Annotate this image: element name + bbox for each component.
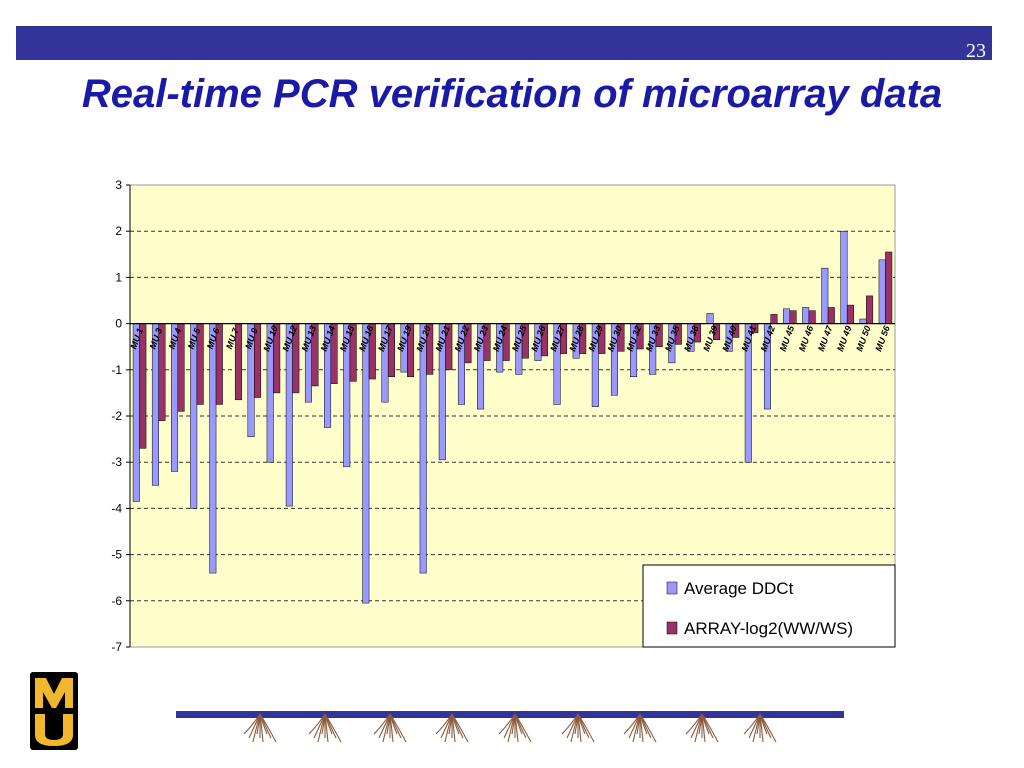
bar-average-ddct bbox=[419, 323, 427, 574]
y-tick-label: 3 bbox=[115, 178, 122, 192]
university-logo bbox=[30, 672, 78, 750]
y-tick-label: -3 bbox=[111, 455, 122, 469]
header-bar bbox=[16, 26, 992, 60]
root-icon bbox=[498, 713, 532, 743]
bar-array-log2 bbox=[846, 304, 854, 324]
root-icon bbox=[561, 713, 595, 743]
bar-average-ddct bbox=[840, 230, 848, 324]
root-icon bbox=[308, 713, 342, 743]
y-tick-label: -1 bbox=[111, 363, 122, 377]
bars bbox=[130, 230, 895, 604]
y-tick-label: 1 bbox=[115, 270, 122, 284]
root-icon bbox=[373, 713, 407, 743]
bar-array-log2 bbox=[808, 310, 816, 324]
y-axis-ticks: 3 2 1 0 -1 -2 -3 -4 -5 -6 -7 bbox=[111, 178, 131, 654]
legend: Average DDCt ARRAY-log2(WW/WS) bbox=[642, 564, 896, 648]
legend-box bbox=[642, 564, 896, 648]
bar-average-ddct bbox=[362, 323, 370, 604]
bar-array-log2 bbox=[866, 295, 874, 324]
slide-title: Real-time PCR verification of microarray… bbox=[81, 72, 943, 116]
bar-average-ddct bbox=[802, 307, 810, 324]
bar-array-log2 bbox=[885, 251, 893, 324]
y-tick-label: -2 bbox=[111, 409, 122, 423]
y-tick-label: -6 bbox=[111, 594, 122, 608]
logo-letter-m bbox=[35, 678, 73, 708]
y-tick-label: 2 bbox=[115, 224, 122, 238]
bar-average-ddct bbox=[878, 259, 886, 324]
y-tick-label: -5 bbox=[111, 548, 122, 562]
legend-label-array-log2: ARRAY-log2(WW/WS) bbox=[684, 619, 853, 638]
legend-swatch-array-log2 bbox=[666, 621, 678, 635]
legend-swatch-average-ddct bbox=[666, 581, 678, 595]
y-tick-label: 0 bbox=[115, 317, 122, 331]
page-number: 23 bbox=[966, 40, 986, 62]
bar-average-ddct bbox=[821, 267, 829, 324]
bar-average-ddct bbox=[859, 318, 867, 324]
y-tick-label: -4 bbox=[111, 501, 122, 515]
bar-average-ddct bbox=[190, 323, 198, 509]
bar-array-log2 bbox=[770, 314, 778, 324]
bar-array-log2 bbox=[789, 310, 797, 324]
bar-array-log2 bbox=[827, 307, 835, 324]
root-icon bbox=[685, 713, 719, 743]
root-icon bbox=[623, 713, 657, 743]
root-icon bbox=[243, 713, 277, 743]
root-icon bbox=[743, 713, 777, 743]
root-icon bbox=[435, 713, 469, 743]
roots-decoration bbox=[243, 713, 777, 743]
footer-line bbox=[176, 711, 844, 718]
bar-average-ddct bbox=[783, 308, 791, 324]
legend-label-average-ddct: Average DDCt bbox=[684, 579, 794, 598]
bar-average-ddct bbox=[706, 313, 714, 324]
logo-letter-u bbox=[35, 714, 73, 746]
y-tick-label: -7 bbox=[111, 640, 122, 654]
bar-average-ddct bbox=[209, 323, 217, 574]
